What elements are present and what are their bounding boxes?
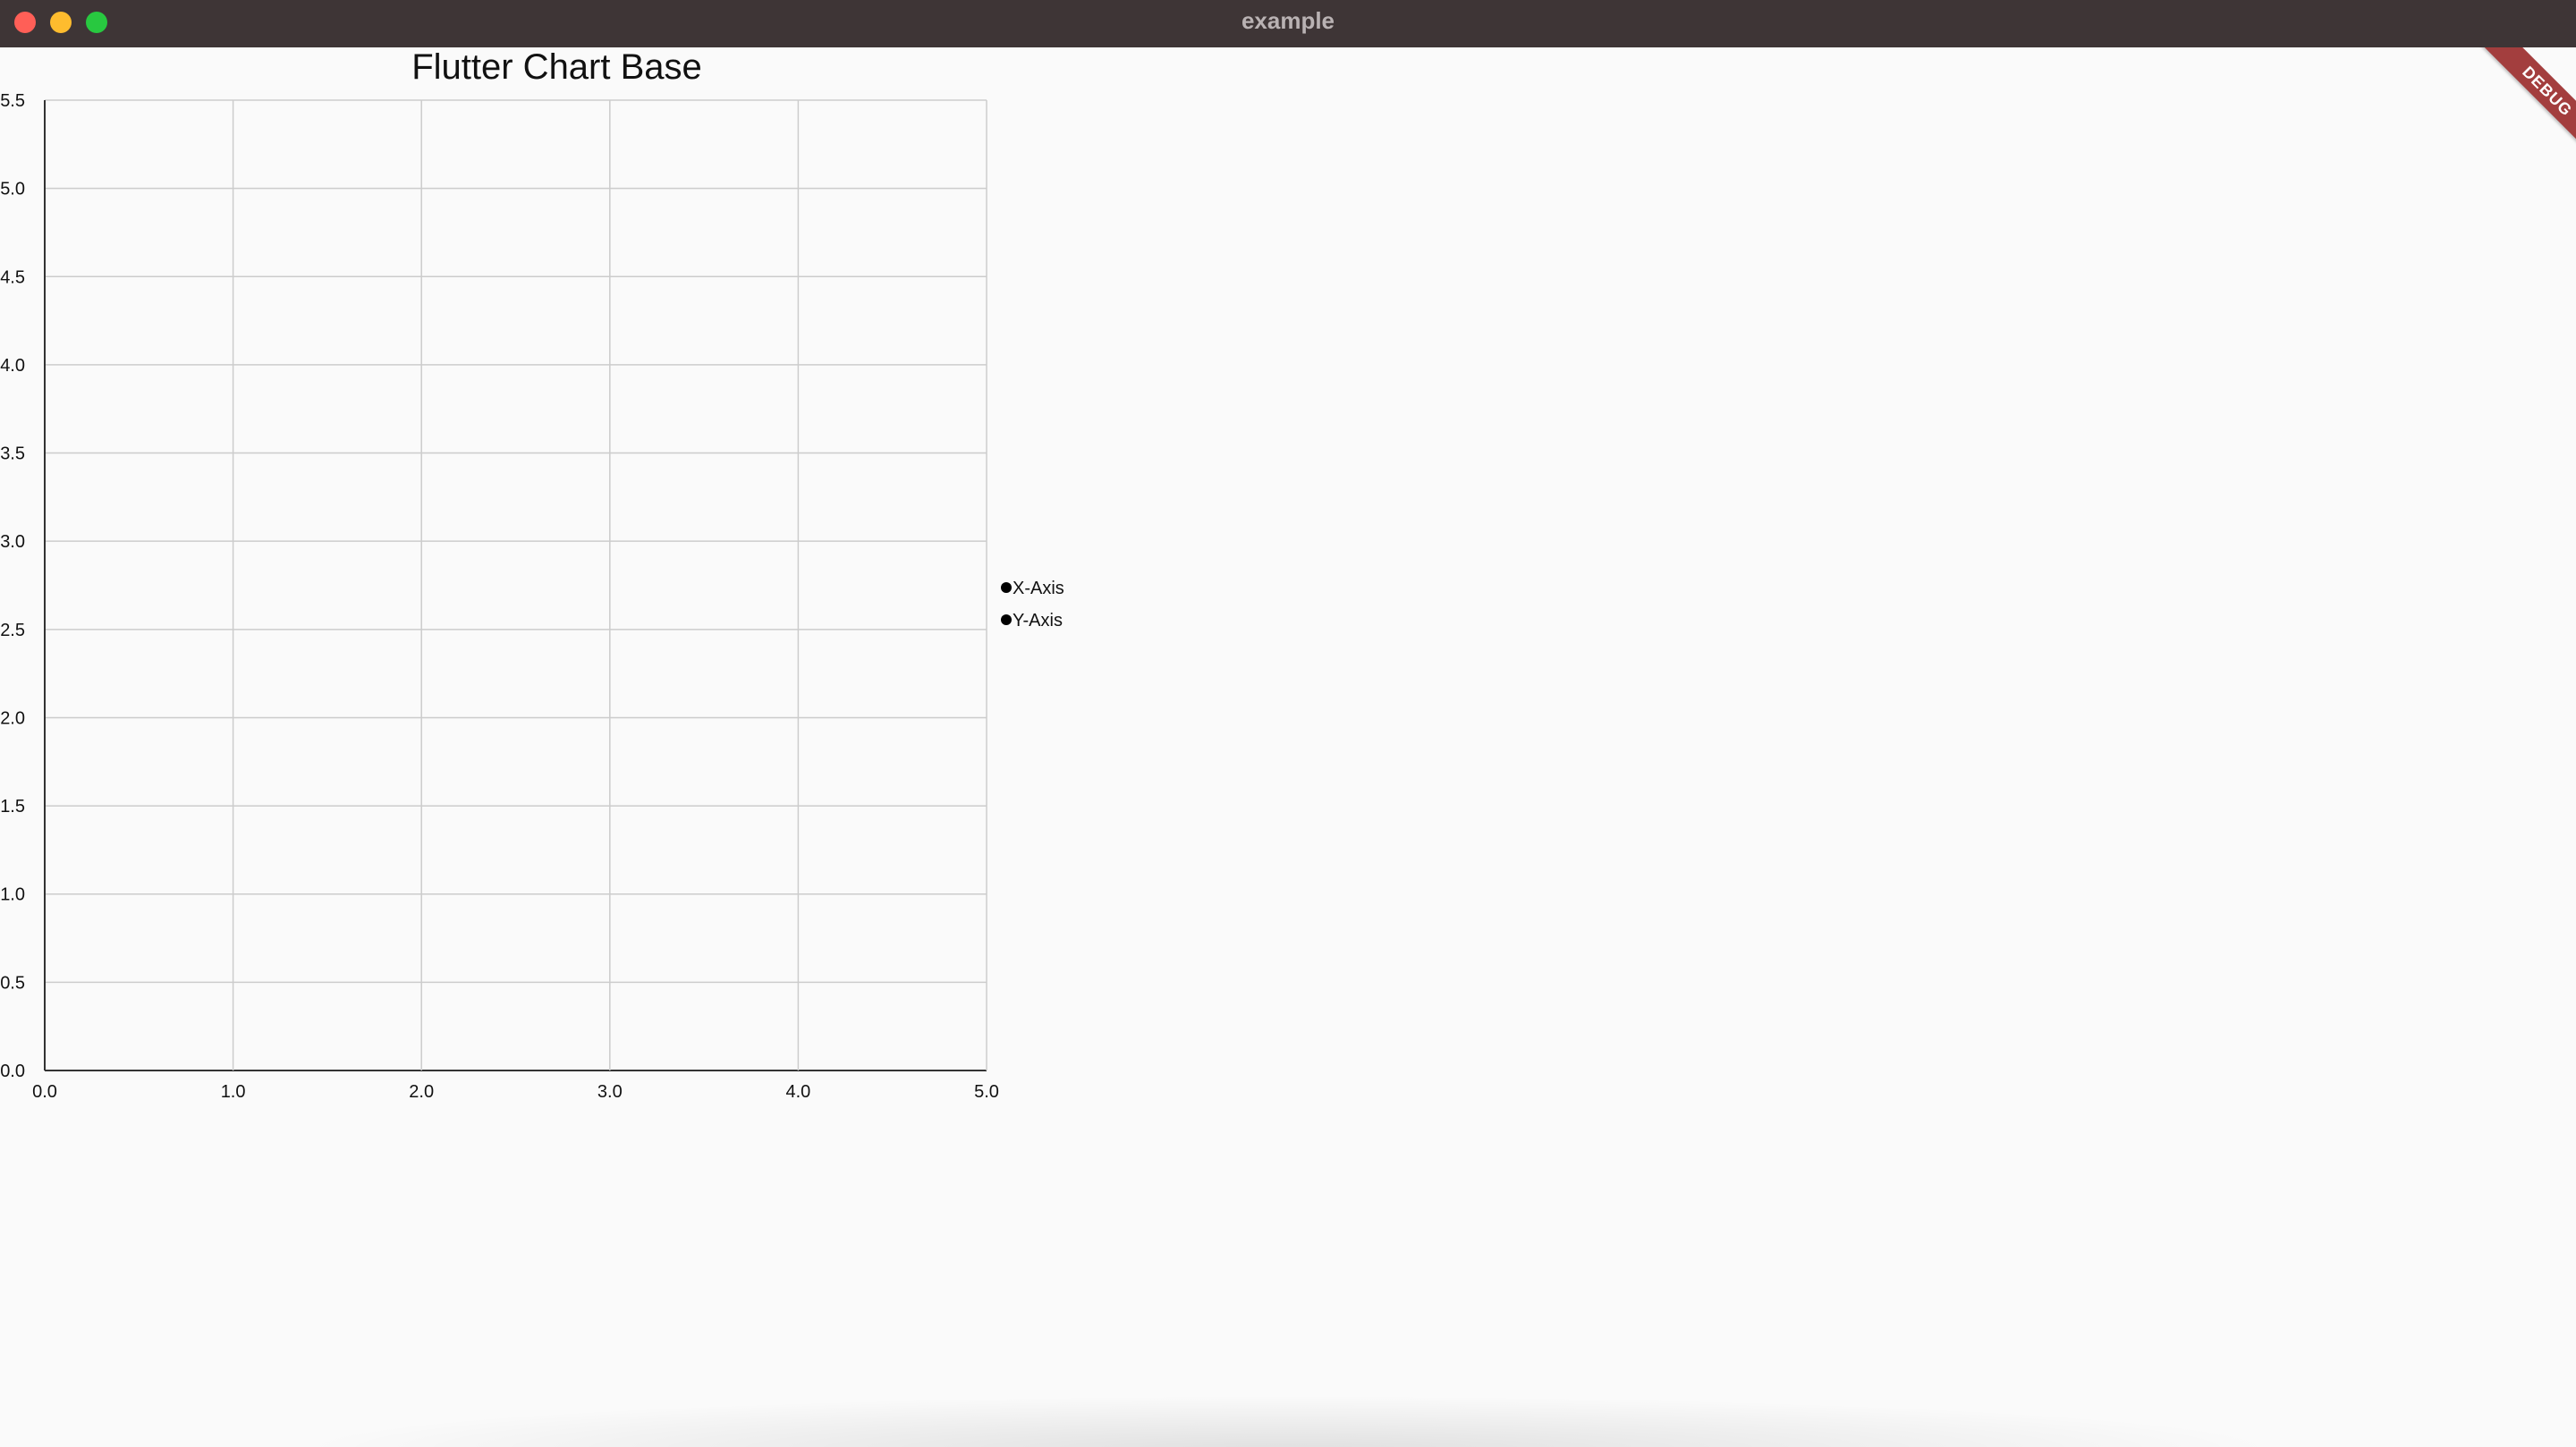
minimize-window-button[interactable] — [50, 12, 72, 33]
legend-label: X-Axis — [1013, 579, 1064, 598]
legend-marker — [1001, 614, 1012, 625]
debug-banner-label: DEBUG — [2468, 47, 2576, 164]
y-tick-label: 5.0 — [0, 180, 25, 199]
legend-label: Y-Axis — [1013, 611, 1063, 630]
y-tick-label: 2.0 — [0, 708, 25, 728]
x-tick-label: 3.0 — [597, 1082, 623, 1102]
close-window-button[interactable] — [14, 12, 36, 33]
y-tick-label: 2.5 — [0, 621, 25, 640]
chart-title: Flutter Chart Base — [411, 47, 702, 87]
y-tick-label: 1.5 — [0, 797, 25, 817]
x-tick-label: 1.0 — [221, 1082, 246, 1102]
legend-marker — [1001, 582, 1012, 593]
x-tick-label: 0.0 — [32, 1082, 57, 1102]
x-tick-label: 5.0 — [974, 1082, 999, 1102]
maximize-window-button[interactable] — [86, 12, 107, 33]
bottom-shadow — [286, 1395, 2290, 1447]
x-tick-label: 2.0 — [409, 1082, 434, 1102]
y-tick-label: 3.5 — [0, 444, 25, 464]
y-tick-label: 0.0 — [0, 1062, 25, 1081]
chart: Flutter Chart Base 0.0 0.5 1.0 1.5 2.0 2.5 3.0 3… — [0, 47, 1064, 1102]
debug-banner: DEBUG — [2460, 47, 2576, 164]
window-title: example — [1241, 7, 1335, 34]
y-tick-label: 3.0 — [0, 532, 25, 552]
y-tick-label: 0.5 — [0, 973, 25, 993]
y-tick-label: 5.5 — [0, 91, 25, 111]
title-bar[interactable]: example — [0, 0, 2576, 47]
y-tick-label: 1.0 — [0, 885, 25, 905]
y-tick-label: 4.0 — [0, 356, 25, 376]
x-tick-label: 4.0 — [785, 1082, 810, 1102]
y-tick-label: 4.5 — [0, 267, 25, 287]
